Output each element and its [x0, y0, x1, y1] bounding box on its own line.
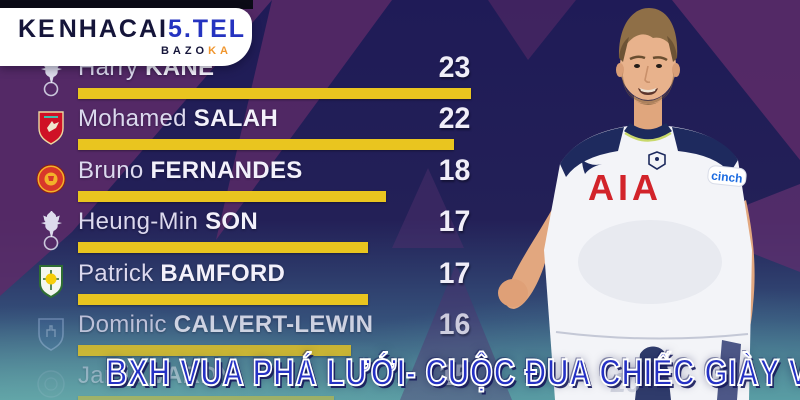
- goals-bar: [78, 293, 368, 305]
- tagline-accent: KA: [208, 45, 232, 57]
- leicester-badge-icon: [34, 363, 68, 400]
- player-last-name: BAMFORD: [160, 259, 286, 287]
- player-first-name: Bruno: [78, 156, 144, 184]
- goals-count: 17: [438, 205, 470, 239]
- player-row: Bruno FERNANDES 18: [34, 153, 470, 204]
- brand-prefix: KE: [18, 15, 57, 43]
- jersey-sponsor-text: AIA: [588, 167, 662, 208]
- player-name: Heung-Min SON: [78, 207, 470, 254]
- club-crest-icon: [648, 151, 666, 170]
- player-row: Dominic CALVERT-LEWIN 16: [34, 308, 470, 358]
- goals-bar: [78, 88, 471, 99]
- player-last-name: FERNANDES: [150, 156, 303, 184]
- site-logo-card: KE NHACAI 5.TEL BAZOKA: [0, 8, 252, 72]
- player-last-name: VARDY: [150, 362, 235, 390]
- goals-count: 22: [438, 102, 470, 136]
- man-united-badge-icon: [34, 158, 68, 200]
- brand-tagline: BAZOKA: [18, 45, 238, 58]
- player-first-name: Jamie: [78, 362, 144, 390]
- player-photo-harry-kane: AIA cinch 10: [498, 8, 755, 400]
- goals-count: 15: [438, 359, 470, 393]
- player-first-name: Mohamed: [78, 105, 187, 133]
- player-row: Jamie VARDY 15: [34, 359, 470, 400]
- sleeve-sponsor-patch: cinch: [707, 165, 747, 187]
- site-logo: KE NHACAI 5.TEL: [18, 14, 244, 72]
- player-last-name: SON: [205, 208, 258, 236]
- brand-domain: 5.TEL: [167, 15, 247, 43]
- player-last-name: CALVERT-LEWIN: [173, 311, 374, 338]
- leeds-badge-icon: [34, 261, 68, 303]
- goals-bar: [78, 190, 386, 202]
- player-row: Mohamed SALAH 22: [34, 102, 470, 152]
- player-last-name: SALAH: [193, 105, 278, 133]
- goals-count: 16: [438, 308, 470, 341]
- player-name: Dominic CALVERT-LEWIN: [78, 310, 470, 356]
- title-banner: BXH VUA PHÁ LƯỚI- CUỘC ĐUA CHIẾC GIÀY VÀ…: [0, 351, 800, 394]
- shorts-number-text: 10: [610, 367, 642, 398]
- everton-badge-icon: [34, 312, 68, 354]
- goals-count: 18: [438, 153, 470, 187]
- player-first-name: Dominic: [78, 311, 167, 338]
- player-first-name: Heung-Min: [78, 208, 199, 236]
- brand-mid: NHACAI: [58, 15, 168, 43]
- goals-count: 23: [438, 51, 470, 84]
- player-first-name: Patrick: [78, 259, 154, 287]
- goals-bar: [78, 396, 334, 400]
- tagline-dark: BAZO: [160, 45, 209, 57]
- player-row: Patrick BAMFORD 17: [34, 256, 470, 307]
- goals-count: 17: [438, 256, 470, 290]
- player-name: Jamie VARDY: [78, 361, 470, 400]
- goals-bar: [78, 139, 454, 151]
- banner-text: BXH VUA PHÁ LƯỚI- CUỘC ĐUA CHIẾC GIÀY VÀ…: [105, 351, 800, 394]
- player-row: Heung-Min SON 17: [34, 205, 470, 255]
- tottenham-badge-icon: [34, 209, 68, 251]
- liverpool-badge-icon: [34, 106, 68, 148]
- goals-bar: [78, 345, 351, 356]
- player-name: Mohamed SALAH: [78, 104, 470, 151]
- top-black-strip: [0, 0, 253, 9]
- player-name: Bruno FERNANDES: [78, 156, 470, 202]
- player-name: Patrick BAMFORD: [78, 259, 470, 305]
- swoosh-icon: [582, 160, 602, 174]
- goals-bar: [78, 242, 368, 254]
- sleeve-sponsor-text: cinch: [711, 168, 744, 185]
